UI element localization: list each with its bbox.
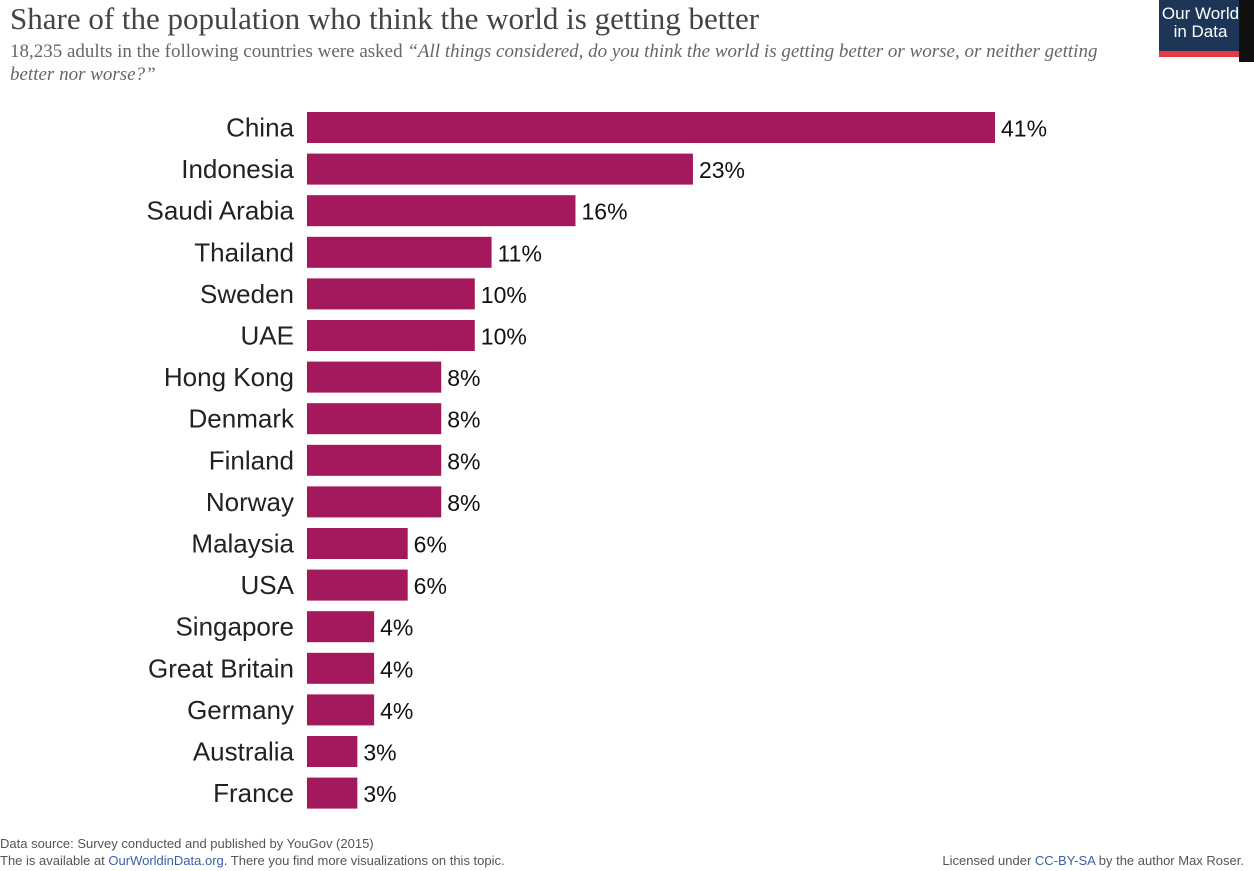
category-label-singapore: Singapore [175, 612, 294, 642]
value-label-germany: 4% [380, 698, 413, 724]
value-label-denmark: 8% [447, 407, 480, 433]
category-label-australia: Australia [193, 737, 295, 767]
bar-china[interactable] [307, 112, 995, 143]
value-label-australia: 3% [363, 740, 396, 766]
value-label-malaysia: 6% [414, 532, 447, 558]
category-label-thailand: Thailand [194, 237, 294, 267]
category-label-usa: USA [241, 570, 295, 600]
category-label-china: China [226, 113, 294, 143]
availability-note: The is available at OurWorldinData.org. … [0, 852, 1254, 869]
bar-great-britain[interactable] [307, 652, 375, 684]
owid-link[interactable]: OurWorldinData.org [108, 853, 224, 868]
category-label-sweden: Sweden [200, 279, 294, 309]
survey-question: “All things considered, do you think the… [10, 41, 1098, 85]
value-label-hong-kong: 8% [447, 365, 480, 391]
value-label-uae: 10% [481, 324, 527, 350]
window-edge [1239, 0, 1254, 62]
value-label-china: 41% [1001, 116, 1047, 142]
category-label-indonesia: Indonesia [181, 154, 294, 184]
bar-indonesia[interactable] [307, 153, 693, 185]
bar-germany[interactable] [307, 694, 375, 726]
availability-suffix: . There you find more visualizations on … [223, 853, 505, 868]
category-label-saudi-arabia: Saudi Arabia [147, 196, 295, 226]
chart-subtitle: 18,235 adults in the following countries… [10, 40, 1140, 86]
category-label-great-britain: Great Britain [148, 653, 294, 683]
value-label-saudi-arabia: 16% [581, 199, 627, 225]
license-prefix: Licensed under [942, 853, 1035, 868]
bar-uae[interactable] [307, 320, 475, 351]
bar-australia[interactable] [307, 736, 358, 767]
chart-title: Share of the population who think the wo… [10, 1, 760, 36]
value-label-great-britain: 4% [380, 656, 413, 682]
bar-saudi-arabia[interactable] [307, 195, 576, 227]
category-label-hong-kong: Hong Kong [164, 362, 294, 392]
bar-chart: China 41% Indonesia 23% Saudi Arabia 16% Thail… [147, 112, 1047, 809]
logo-line-2: in Data [1173, 22, 1228, 41]
category-label-denmark: Denmark [189, 404, 295, 434]
data-source-note: Data source: Survey conducted and publis… [0, 836, 374, 851]
bar-finland[interactable] [307, 444, 442, 476]
footer: Data source: Survey conducted and publis… [0, 835, 1254, 869]
bar-france[interactable] [307, 777, 358, 809]
category-label-france: France [213, 778, 294, 808]
subtitle-lead: 18,235 adults in the following countries… [10, 41, 408, 62]
bar-sweden[interactable] [307, 278, 475, 310]
bar-malaysia[interactable] [307, 528, 408, 559]
category-label-norway: Norway [206, 487, 294, 517]
owid-logo[interactable]: Our World in Data [1159, 0, 1242, 57]
license-link[interactable]: CC-BY-SA [1034, 853, 1096, 868]
category-label-finland: Finland [209, 445, 294, 475]
value-label-singapore: 4% [380, 615, 413, 641]
license-suffix: by the author Max Roser. [1095, 853, 1244, 868]
availability-prefix: The is available at [0, 853, 109, 868]
value-label-sweden: 10% [481, 282, 527, 308]
bar-norway[interactable] [307, 486, 442, 518]
bar-singapore[interactable] [307, 611, 375, 643]
bar-denmark[interactable] [307, 403, 442, 435]
category-label-malaysia: Malaysia [191, 529, 294, 559]
value-label-france: 3% [363, 781, 396, 807]
value-label-indonesia: 23% [699, 157, 745, 183]
bar-thailand[interactable] [307, 236, 492, 268]
value-label-thailand: 11% [498, 240, 542, 266]
value-label-usa: 6% [414, 573, 447, 599]
logo-line-1: Our World [1161, 4, 1240, 23]
bar-hong-kong[interactable] [307, 361, 442, 393]
license-note: Licensed under CC-BY-SA by the author Ma… [942, 852, 1244, 869]
value-label-norway: 8% [447, 490, 480, 516]
category-label-germany: Germany [187, 695, 294, 725]
category-label-uae: UAE [241, 321, 294, 351]
bar-usa[interactable] [307, 569, 408, 601]
value-label-finland: 8% [447, 448, 480, 474]
